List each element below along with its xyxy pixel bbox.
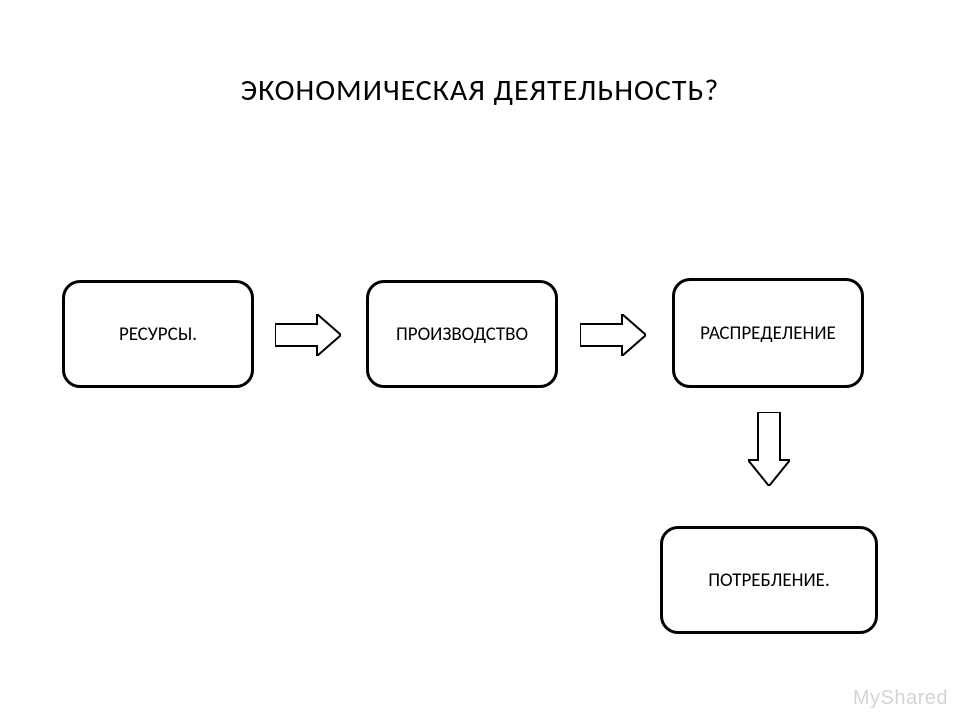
arrow-3 — [748, 412, 790, 486]
arrow-1 — [275, 314, 341, 356]
node-distribution: РАСПРЕДЕЛЕНИЕ — [672, 278, 864, 388]
node-production: ПРОИЗВОДСТВО — [366, 280, 558, 388]
node-resources: РЕСУРСЫ. — [62, 280, 254, 388]
diagram-canvas: { "type": "flowchart", "background_color… — [0, 0, 960, 720]
arrow-2 — [580, 314, 646, 356]
node-consumption: ПОТРЕБЛЕНИЕ. — [660, 526, 878, 634]
diagram-title: ЭКОНОМИЧЕСКАЯ ДЕЯТЕЛЬНОСТЬ? — [0, 72, 960, 109]
watermark: MyShared — [853, 687, 948, 710]
